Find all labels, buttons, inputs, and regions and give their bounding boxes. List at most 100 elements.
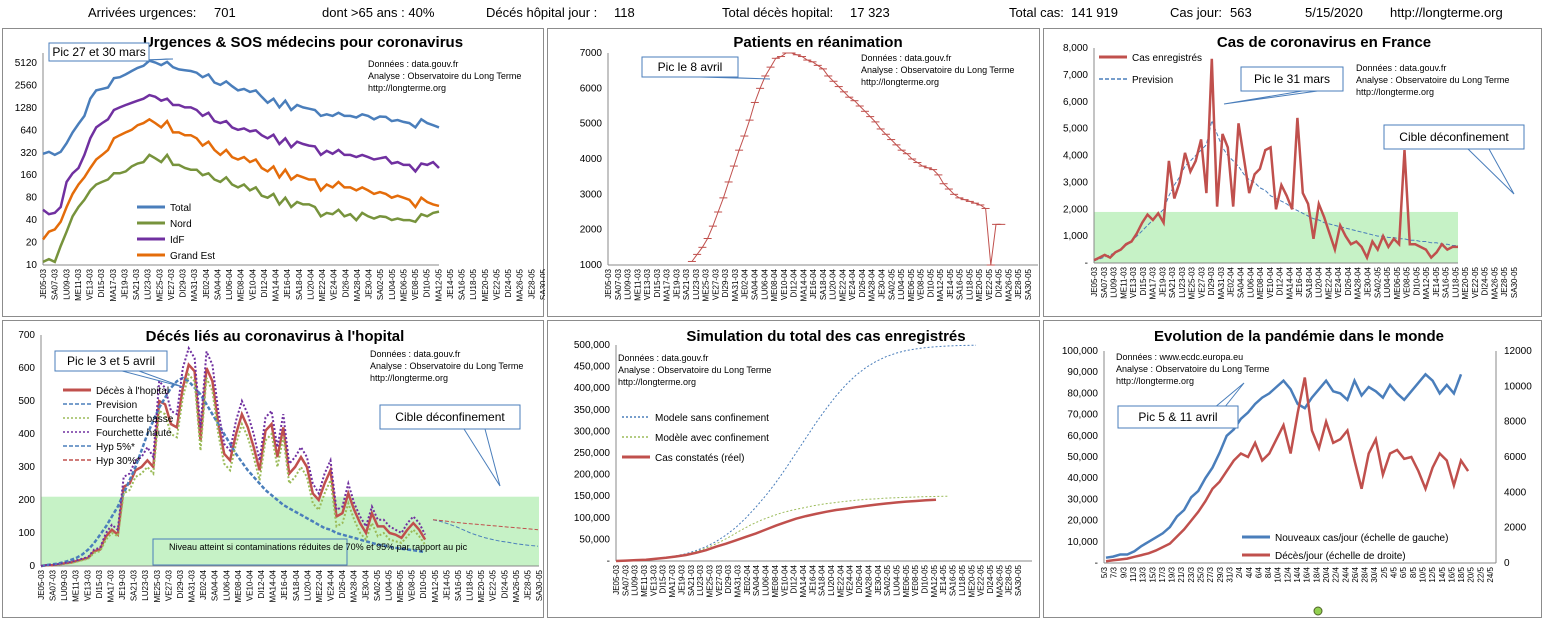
x-tick-label: LU23-03 xyxy=(1178,266,1187,297)
x-tick-label: 5/3 xyxy=(1100,566,1109,578)
y-tick-label: 4,000 xyxy=(1063,151,1088,162)
x-tick-label: VE22-05 xyxy=(489,569,498,601)
y-tick-label: 3000 xyxy=(580,189,603,200)
x-tick-label: MA26-05 xyxy=(995,564,1004,597)
y-tick-label-left: 60,000 xyxy=(1067,431,1098,442)
legend-label: Modele sans confinement xyxy=(655,413,769,424)
x-tick-label: LU09-03 xyxy=(624,268,633,299)
target-annotation-pointer xyxy=(1467,148,1515,195)
y-tick-label-left: 100,000 xyxy=(1062,346,1099,357)
x-tick-label: SA18-04 xyxy=(1305,266,1314,298)
note-text: Niveau atteint si contaminations réduite… xyxy=(169,542,468,552)
x-tick-label: JE30-04 xyxy=(365,268,374,298)
x-tick-label: JE28-05 xyxy=(1005,564,1014,594)
plus65-text: dont >65 ans : 40% xyxy=(322,5,435,20)
target-annotation-text: Cible déconfinement xyxy=(1399,130,1509,144)
x-tick-label: SA30-05 xyxy=(1024,268,1033,300)
source-data: Données : data.gouv.fr xyxy=(861,53,951,63)
x-tick-label: 16/5 xyxy=(1447,566,1456,582)
y-tick-label: 250,000 xyxy=(574,448,611,459)
y-tick-label: 100 xyxy=(18,528,35,539)
y-tick-label-right: 10000 xyxy=(1504,381,1532,392)
x-tick-label: LU04-05 xyxy=(897,268,906,299)
x-tick-label: VE10-04 xyxy=(780,268,789,300)
x-tick-label: 22/4 xyxy=(1332,566,1341,582)
legend-label: Hyp 30%* xyxy=(96,456,141,467)
x-tick-label: 12/4 xyxy=(1283,566,1292,582)
x-tick-label: 19/3 xyxy=(1168,566,1177,582)
x-tick-label: SA07-03 xyxy=(51,268,60,300)
y-tick-label: 300 xyxy=(18,462,35,473)
chart-title: Simulation du total des cas enregistrés xyxy=(686,328,965,345)
x-tick-label: LU04-05 xyxy=(892,564,901,595)
peak-annotation-text: Pic 5 & 11 avril xyxy=(1138,410,1217,424)
source-url: http://longterme.org xyxy=(370,373,448,383)
x-tick-label: 6/5 xyxy=(1399,566,1408,578)
x-tick-label: ME06-05 xyxy=(1393,266,1402,299)
source-data: Données : data.gouv.fr xyxy=(370,349,460,359)
y-tick-label: 160 xyxy=(20,170,37,181)
x-tick-label: 31/3 xyxy=(1225,566,1234,582)
y-tick-label: 450,000 xyxy=(574,362,611,373)
x-tick-label: DI29-03 xyxy=(176,569,185,598)
x-tick-label: VE08-05 xyxy=(411,268,420,300)
x-tick-label: MA31-03 xyxy=(188,569,197,602)
source-url: http://longterme.org xyxy=(1356,87,1434,97)
x-tick-label: DI26-04 xyxy=(341,268,350,297)
y-tick-label: 1000 xyxy=(580,260,603,271)
x-tick-label: LU23-03 xyxy=(144,268,153,299)
y-tick-label: 7,000 xyxy=(1063,70,1088,81)
x-tick-label: 8/4 xyxy=(1264,566,1273,578)
x-tick-label: JE14-05 xyxy=(946,268,955,298)
x-tick-label: MA28-04 xyxy=(350,569,359,602)
x-tick-label: DI12-04 xyxy=(260,268,269,297)
x-tick-label: 20/5 xyxy=(1467,566,1476,582)
x-tick-label: SA18-04 xyxy=(819,268,828,300)
x-tick-label: 7/3 xyxy=(1110,566,1119,578)
y-tick-label-left: 70,000 xyxy=(1067,410,1098,421)
total-cas-value: 141 919 xyxy=(1071,5,1118,20)
legend-label: Décès à l'hopital xyxy=(96,386,169,397)
x-tick-label: VE27-03 xyxy=(711,268,720,300)
y-tick-label: 600 xyxy=(18,363,35,374)
x-tick-label: ME22-04 xyxy=(838,268,847,301)
x-tick-label: 30/4 xyxy=(1370,566,1379,582)
legend-label: Hyp 5%* xyxy=(96,442,135,453)
peak-annotation-text: Pic 27 et 30 mars xyxy=(52,45,145,59)
x-tick-label: DI15-03 xyxy=(1139,266,1148,295)
legend-label: Total xyxy=(170,203,191,214)
deces-jour-label: Décés hôpital jour : xyxy=(486,5,598,20)
x-tick-label: DI26-04 xyxy=(338,569,347,598)
x-tick-label: DI12-04 xyxy=(1276,266,1285,295)
x-tick-label: SA30-05 xyxy=(1510,266,1519,298)
x-tick-label: 11/3 xyxy=(1129,566,1138,582)
x-tick-label: LU09-03 xyxy=(631,564,640,595)
x-tick-label: 14/5 xyxy=(1438,566,1447,582)
x-tick-label: SA07-03 xyxy=(49,569,58,601)
y-tick-label: 4000 xyxy=(580,154,603,165)
legend-label: IdF xyxy=(170,235,184,246)
series-cas-enregistr-s xyxy=(1093,58,1458,262)
x-tick-label: JE16-04 xyxy=(809,268,818,298)
x-tick-label: LU20-04 xyxy=(303,569,312,600)
y-tick-label: 300,000 xyxy=(574,426,611,437)
x-tick-label: ME25-03 xyxy=(705,564,714,597)
x-tick-label: SA04-04 xyxy=(751,268,760,300)
x-tick-label: ME20-05 xyxy=(1461,266,1470,299)
x-tick-label: LU20-04 xyxy=(1315,266,1324,297)
x-tick-label: LU09-03 xyxy=(1110,266,1119,297)
x-tick-label: VE08-05 xyxy=(1403,266,1412,298)
x-tick-label: SA04-04 xyxy=(1237,266,1246,298)
y-tick-label: 400,000 xyxy=(574,383,611,394)
x-tick-label: VE24-04 xyxy=(846,564,855,596)
target-annotation-pointer xyxy=(463,428,501,487)
x-tick-label: JE19-03 xyxy=(672,268,681,298)
x-tick-label: 28/4 xyxy=(1361,566,1370,582)
y-tick-label-left: 50,000 xyxy=(1067,452,1098,463)
x-tick-label: VE13-03 xyxy=(86,268,95,300)
x-tick-label: JE30-04 xyxy=(361,569,370,599)
x-tick-label: LU23-03 xyxy=(141,569,150,600)
x-tick-label: 2/5 xyxy=(1380,566,1389,578)
x-tick-label: LU18-05 xyxy=(469,268,478,299)
y-tick-label: 50,000 xyxy=(579,534,610,545)
